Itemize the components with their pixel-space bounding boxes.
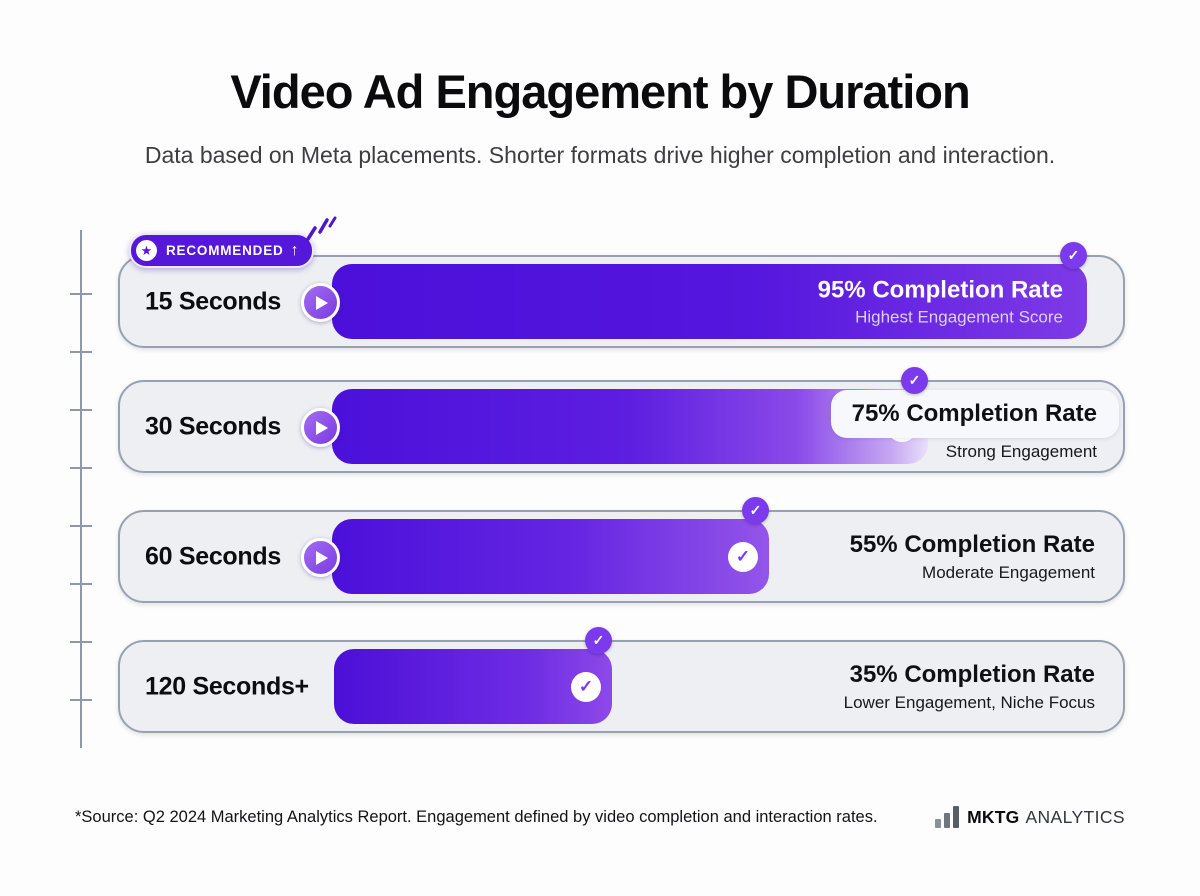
duration-row: 15 Seconds 95% Completion Rate Highest Eng… — [118, 216, 1125, 348]
source-note: *Source: Q2 2024 Marketing Analytics Rep… — [75, 807, 878, 826]
recommended-badge: ★ RECOMMENDED ↑ — [129, 233, 314, 268]
engagement-label: Lower Engagement, Niche Focus — [843, 692, 1095, 712]
axis-tick — [70, 525, 92, 527]
bar-chart-icon — [935, 806, 960, 828]
play-icon — [301, 283, 340, 322]
page-title: Video Ad Engagement by Duration — [230, 65, 970, 118]
page-subtitle: Data based on Meta placements. Shorter f… — [144, 142, 1056, 168]
duration-row: 60 Seconds ✓ ✓ 55% Completion Rate Moderate … — [118, 497, 1125, 603]
completion-value-box: 75% Completion Rate — [831, 390, 1119, 438]
brand-name-bold: MKTG — [967, 806, 1020, 827]
completion-value: 95% Completion Rate Highest Engagement Sc… — [818, 276, 1063, 327]
recommended-label: RECOMMENDED — [166, 243, 284, 258]
completion-bar: 95% Completion Rate Highest Engagement Sc… — [332, 264, 1087, 339]
check-badge-icon: ✓ — [585, 627, 612, 654]
duration-label: 60 Seconds — [145, 542, 281, 570]
axis-tick — [70, 293, 92, 295]
brand-name-light: ANALYTICS — [1025, 806, 1125, 827]
engagement-label: Highest Engagement Score — [855, 307, 1063, 326]
completion-bar: ✓ — [332, 519, 769, 594]
check-badge-icon: ✓ — [1060, 242, 1087, 269]
arrow-up-icon: ↑ — [290, 241, 299, 259]
brand-logo: MKTG ANALYTICS — [935, 806, 1125, 828]
check-icon: ✓ — [571, 671, 601, 702]
footer: *Source: Q2 2024 Marketing Analytics Rep… — [75, 806, 1125, 828]
completion-rate-label: 35% Completion Rate — [849, 660, 1095, 688]
completion-rate-label: 55% Completion Rate — [849, 530, 1095, 558]
completion-value: 55% Completion Rate Moderate Engagement — [850, 531, 1095, 583]
play-icon — [301, 538, 340, 577]
play-icon — [301, 408, 340, 447]
completion-bar: ✓ — [334, 649, 612, 724]
axis-tick — [70, 641, 92, 643]
axis-tick — [70, 351, 92, 353]
sparkle-icon — [304, 213, 338, 248]
play-triangle-icon — [316, 550, 328, 565]
check-icon: ✓ — [728, 541, 758, 572]
axis-tick — [70, 409, 92, 411]
duration-row: 120 Seconds+ ✓ ✓ 35% Completion Rate Lower E… — [118, 627, 1125, 733]
star-icon: ★ — [136, 240, 157, 261]
completion-value: 35% Completion Rate Lower Engagement, Nic… — [844, 661, 1095, 713]
axis-tick — [70, 699, 92, 701]
play-triangle-icon — [316, 420, 328, 435]
axis-ruler — [70, 230, 92, 748]
play-triangle-icon — [316, 295, 328, 310]
duration-label: 120 Seconds+ — [145, 672, 309, 700]
check-badge-icon: ✓ — [742, 497, 769, 524]
completion-rate-label: 75% Completion Rate — [851, 400, 1097, 427]
chart-rows: 15 Seconds 95% Completion Rate Highest Eng… — [118, 216, 1125, 733]
duration-label: 30 Seconds — [145, 412, 281, 440]
duration-label: 15 Seconds — [145, 287, 281, 315]
engagement-label: Moderate Engagement — [922, 562, 1095, 582]
axis-tick — [70, 467, 92, 469]
completion-rate-label: 95% Completion Rate — [817, 276, 1063, 303]
engagement-label: Strong Engagement — [945, 442, 1097, 461]
check-badge-icon: ✓ — [901, 367, 928, 394]
axis-tick — [70, 583, 92, 585]
